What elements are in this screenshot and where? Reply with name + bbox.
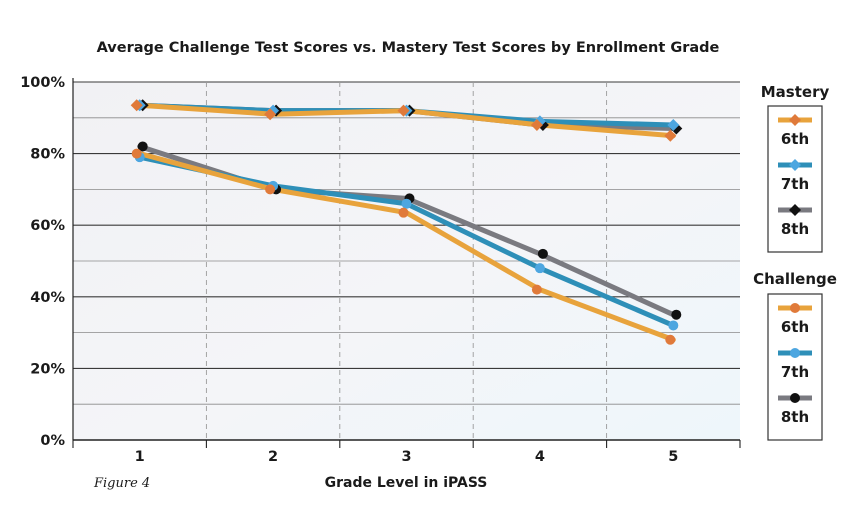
legend-entry-label: 6th [781, 318, 809, 336]
data-point-challenge-7th [534, 263, 545, 274]
data-point-challenge-8th [537, 248, 548, 259]
x-tick-label: 1 [135, 449, 145, 465]
x-tick-label: 3 [401, 449, 411, 465]
x-tick-label: 4 [535, 449, 545, 465]
data-point-challenge-8th [137, 141, 148, 152]
legend-swatch-marker [790, 393, 800, 403]
legend-swatch-marker [789, 204, 801, 216]
data-point-mastery-6th [397, 104, 410, 117]
y-tick-label: 100% [20, 75, 65, 91]
legend-swatch-marker [789, 114, 801, 126]
data-point-challenge-8th [671, 309, 682, 320]
legend-swatch-marker [789, 159, 801, 171]
legend-group-title: Mastery [761, 83, 830, 101]
data-point-mastery-6th [264, 108, 277, 121]
legend-entry-label: 7th [781, 175, 809, 193]
data-point-challenge-6th [665, 334, 676, 345]
data-point-challenge-6th [398, 207, 409, 218]
data-point-challenge-6th [265, 184, 276, 195]
data-point-challenge-6th [131, 148, 142, 159]
data-point-mastery-6th [664, 129, 677, 142]
y-tick-label: 20% [30, 361, 65, 377]
y-tick-label: 0% [40, 433, 65, 449]
data-point-challenge-6th [531, 284, 542, 295]
x-axis-label: Grade Level in iPASS [325, 475, 488, 491]
legend-entry-label: 6th [781, 130, 809, 148]
y-tick-label: 40% [30, 290, 65, 306]
figure-caption: Figure 4 [93, 476, 150, 491]
legend-entry-label: 8th [781, 408, 809, 426]
legend-group-title: Challenge [753, 270, 837, 288]
x-tick-label: 2 [268, 449, 278, 465]
chart-title: Average Challenge Test Scores vs. Master… [97, 40, 720, 56]
data-point-mastery-6th [130, 99, 143, 112]
legend-swatch-marker [790, 303, 800, 313]
legend-entry-label: 7th [781, 363, 809, 381]
y-tick-label: 60% [30, 218, 65, 234]
data-point-mastery-6th [530, 118, 543, 131]
legend-box [767, 293, 823, 441]
x-tick-label: 5 [668, 449, 678, 465]
data-point-challenge-7th [668, 320, 679, 331]
legend-entry-label: 8th [781, 220, 809, 238]
legend-box [767, 105, 823, 253]
data-point-mastery-7th [667, 118, 680, 131]
legend-swatch-marker [790, 348, 800, 358]
data-point-challenge-7th [401, 198, 412, 209]
y-tick-label: 80% [30, 147, 65, 163]
